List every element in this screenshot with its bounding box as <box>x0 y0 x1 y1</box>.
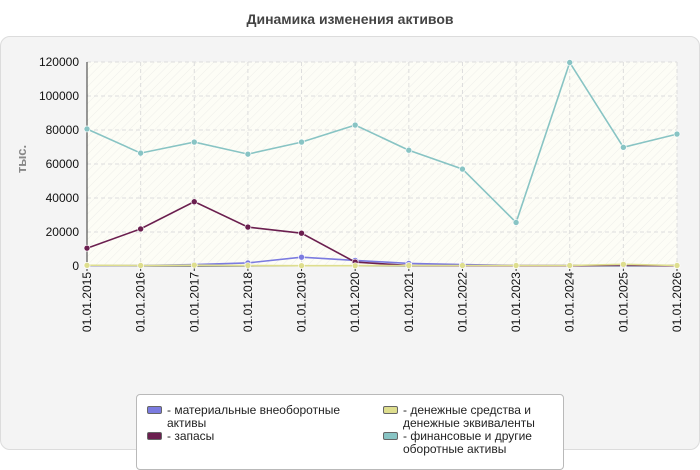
data-point-3 <box>190 261 198 269</box>
x-tick-label: 01.01.2017 <box>187 272 201 332</box>
legend-swatch <box>383 432 398 440</box>
y-tick-label: 0 <box>72 259 79 273</box>
y-tick-label: 60000 <box>46 157 80 171</box>
series-line-4 <box>86 60 678 224</box>
x-tick-label: 01.01.2023 <box>509 272 523 332</box>
chart-legend: - материальные внеоборотные активы - запа… <box>136 394 564 470</box>
series-line-3 <box>86 263 678 267</box>
data-point-4 <box>298 138 305 146</box>
legend-label: - денежные средства и денежные эквивален… <box>403 403 535 430</box>
legend-label: - материальные внеоборотные активы <box>167 403 340 430</box>
legend-label: - финансовые и другие оборотные активы <box>403 429 532 456</box>
data-point-4 <box>459 165 466 173</box>
x-tick-label: 01.01.2022 <box>455 272 469 332</box>
data-point-3 <box>351 262 359 269</box>
data-point-4 <box>190 138 198 146</box>
data-point-4 <box>83 125 91 133</box>
data-point-4 <box>137 149 144 157</box>
chart-title: Динамика изменения активов <box>246 11 454 27</box>
x-tick-label: 01.01.2019 <box>295 272 309 332</box>
data-point-2 <box>190 198 198 206</box>
data-point-4 <box>512 219 520 226</box>
legend-swatch <box>147 406 162 414</box>
line-chart: 0 20000 40000 60000 80000 100000 120000 01.01.2… <box>14 55 684 332</box>
x-tick-label: 01.01.2026 <box>670 272 684 332</box>
data-point-3 <box>566 262 574 269</box>
data-point-3 <box>620 261 627 268</box>
data-point-4 <box>351 121 359 129</box>
data-point-4 <box>620 144 627 151</box>
x-tick-label: 01.01.2021 <box>402 272 416 332</box>
x-tick-label: 01.01.2015 <box>80 272 94 332</box>
y-tick-label: 40000 <box>46 191 80 205</box>
data-point-2 <box>83 244 91 252</box>
data-point-3 <box>244 262 252 269</box>
data-point-3 <box>459 262 466 269</box>
x-tick-label: 01.01.2018 <box>241 272 255 332</box>
data-point-2 <box>137 225 144 233</box>
legend-swatch <box>147 432 162 440</box>
data-point-4 <box>673 130 681 138</box>
data-point-1 <box>298 253 305 261</box>
data-point-3 <box>673 262 681 269</box>
x-tick-label: 01.01.2024 <box>563 272 577 332</box>
y-tick-label: 80000 <box>46 123 80 137</box>
x-tick-label: 01.01.2025 <box>616 272 630 332</box>
x-tick-label: 01.01.2020 <box>348 272 362 332</box>
y-tick-label: 20000 <box>46 225 80 239</box>
data-point-4 <box>566 59 574 66</box>
x-tick-label: 01.01.2016 <box>134 272 148 332</box>
legend-swatch <box>383 406 398 414</box>
y-tick-label: 100000 <box>39 89 79 103</box>
data-point-3 <box>137 262 144 269</box>
chart-panel: 0 20000 40000 60000 80000 100000 120000 01.01.2… <box>0 36 700 470</box>
data-point-4 <box>244 150 252 158</box>
data-point-3 <box>298 262 305 269</box>
data-point-3 <box>83 262 91 269</box>
legend-label: - запасы <box>167 429 215 443</box>
data-point-4 <box>405 146 413 154</box>
data-point-2 <box>298 229 305 237</box>
y-axis-label: тыс. <box>14 145 29 173</box>
y-tick-label: 120000 <box>39 55 79 69</box>
data-point-3 <box>405 262 413 269</box>
data-point-2 <box>244 223 252 231</box>
data-point-3 <box>512 262 520 269</box>
